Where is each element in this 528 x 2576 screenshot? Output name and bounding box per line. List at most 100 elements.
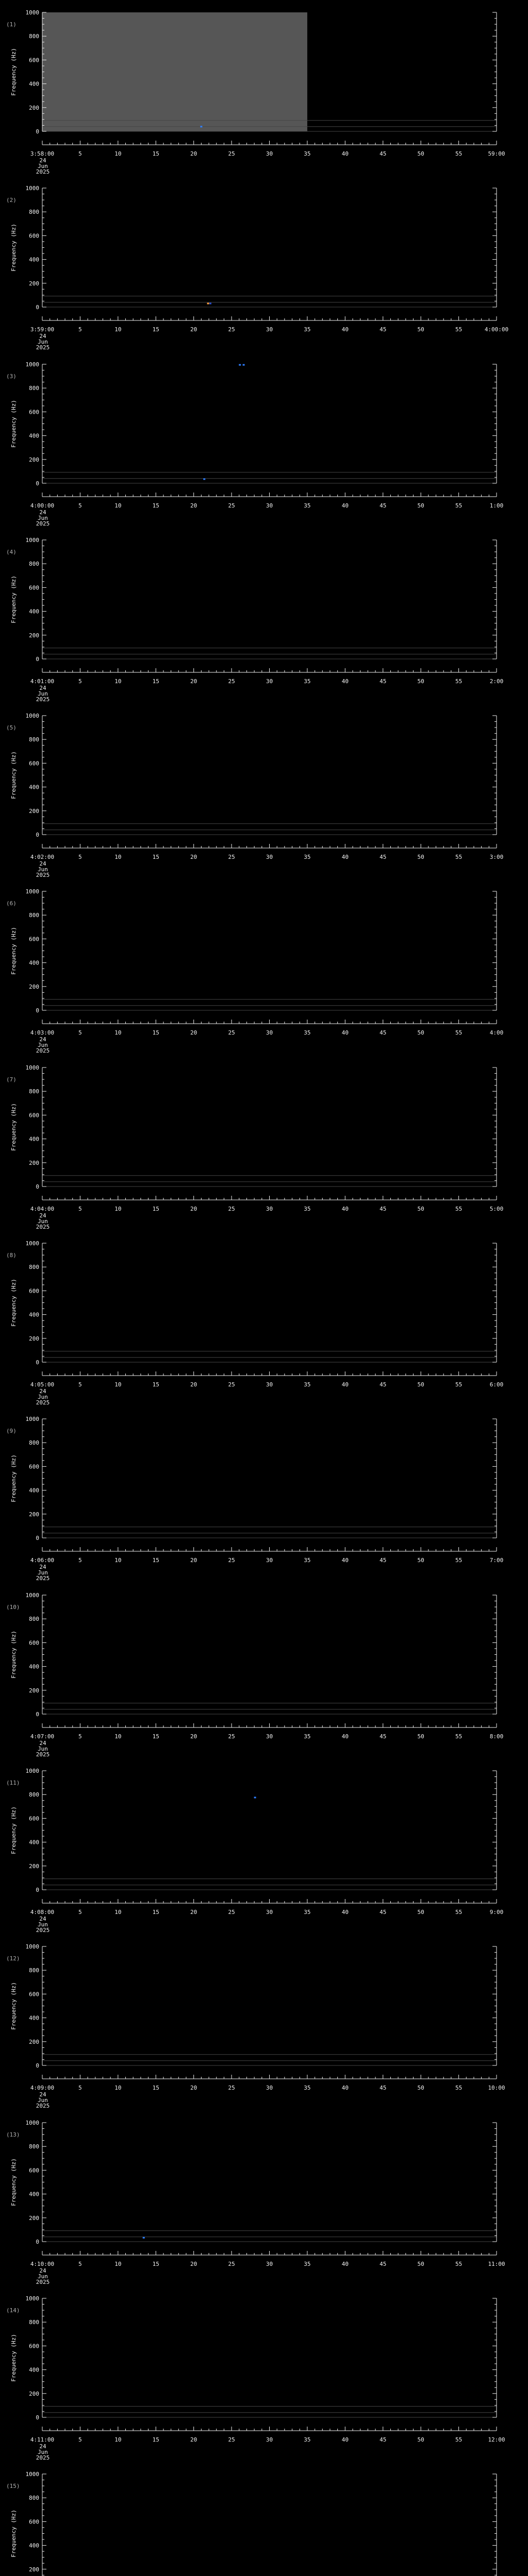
y-tick-label: 800: [29, 1264, 39, 1270]
y-tick-label: 800: [29, 385, 39, 392]
frequency-axis-title: Frequency (Hz): [10, 1103, 17, 1151]
spectrogram-panel-13: 0 200 400 600 800 1000 Frequency (Hz) (13) 5 10 15…: [6, 2120, 505, 2285]
date-line: 2025: [36, 696, 50, 703]
detection-dot: [254, 1797, 256, 1799]
x-tick-label: 40: [342, 1557, 349, 1564]
x-tick-label: 55: [455, 678, 462, 685]
panel-index-label: (14): [6, 2307, 20, 2314]
y-tick-label: 200: [29, 280, 39, 287]
date-line: 24: [39, 333, 46, 340]
x-tick-label: 35: [304, 1381, 310, 1388]
spectrogram-panel-9: 0 200 400 600 800 1000 Frequency (Hz) (9) 5 10 15 2…: [6, 1416, 503, 1582]
x-tick-label: 55: [455, 1909, 462, 1916]
start-time-label: 4:07:00: [30, 1733, 54, 1740]
y-tick-label: 800: [29, 736, 39, 743]
y-tick-label: 600: [29, 2518, 39, 2525]
x-tick-label: 30: [266, 854, 273, 860]
end-time-label: 6:00: [490, 1381, 504, 1388]
start-time-label: 4:00:00: [30, 502, 54, 509]
panel-index-label: (6): [6, 900, 16, 907]
frequency-axis-title: Frequency (Hz): [10, 2158, 17, 2206]
x-tick-label: 25: [228, 2436, 235, 2443]
date-line: 24: [39, 2267, 46, 2274]
date-line: Jun: [38, 866, 48, 873]
frequency-axis-title: Frequency (Hz): [10, 575, 17, 623]
y-tick-label: 1000: [26, 2295, 40, 2302]
x-tick-label: 30: [266, 150, 273, 157]
frequency-axis-title: Frequency (Hz): [10, 48, 17, 96]
x-tick-label: 25: [228, 150, 235, 157]
start-time-label: 4:06:00: [30, 1557, 54, 1564]
x-tick-label: 20: [190, 1206, 197, 1212]
date-line: Jun: [38, 690, 48, 697]
y-tick-label: 200: [29, 2039, 39, 2045]
x-tick-label: 50: [418, 2436, 424, 2443]
date-line: Jun: [38, 163, 48, 170]
date-line: 24: [39, 157, 46, 164]
y-tick-label: 600: [29, 1639, 39, 1646]
y-tick-label: 1000: [26, 9, 40, 16]
x-tick-label: 40: [342, 1733, 349, 1740]
date-line: 2025: [36, 1047, 50, 1054]
date-line: 24: [39, 1036, 46, 1043]
date-line: 2025: [36, 2103, 50, 2109]
date-line: Jun: [38, 2273, 48, 2280]
y-tick-label: 400: [29, 1664, 39, 1670]
detection-dot: [209, 302, 211, 304]
y-tick-label: 600: [29, 1112, 39, 1118]
date-line: 2025: [36, 1224, 50, 1230]
x-tick-label: 5: [78, 1733, 82, 1740]
y-tick-label: 400: [29, 1487, 39, 1494]
panel-index-label: (1): [6, 21, 16, 28]
date-line: 2025: [36, 2454, 50, 2461]
x-tick-label: 20: [190, 1557, 197, 1564]
y-tick-label: 1000: [26, 185, 40, 192]
y-tick-label: 600: [29, 232, 39, 239]
start-time-label: 4:11:00: [30, 2436, 54, 2443]
x-tick-label: 15: [153, 1206, 159, 1212]
x-tick-label: 5: [78, 1206, 82, 1212]
end-time-label: 2:00: [490, 678, 504, 685]
date-line: 2025: [36, 1927, 50, 1934]
y-tick-label: 200: [29, 1687, 39, 1694]
x-tick-label: 55: [455, 150, 462, 157]
start-time-label: 4:01:00: [30, 678, 54, 685]
x-tick-label: 40: [342, 2261, 349, 2267]
y-tick-label: 200: [29, 2215, 39, 2222]
x-tick-label: 15: [153, 1029, 159, 1036]
y-tick-label: 600: [29, 1991, 39, 1997]
y-tick-label: 400: [29, 1839, 39, 1846]
y-tick-label: 400: [29, 608, 39, 615]
y-tick-label: 200: [29, 808, 39, 815]
x-tick-label: 10: [114, 2261, 121, 2267]
date-line: Jun: [38, 515, 48, 521]
x-tick-label: 20: [190, 2436, 197, 2443]
y-tick-label: 0: [36, 2239, 39, 2245]
y-tick-label: 600: [29, 409, 39, 415]
detection-dot: [203, 478, 206, 480]
y-tick-label: 200: [29, 1511, 39, 1518]
y-tick-label: 0: [36, 1007, 39, 1014]
x-tick-label: 35: [304, 1557, 310, 1564]
x-tick-label: 20: [190, 502, 197, 509]
x-tick-label: 10: [114, 326, 121, 333]
x-tick-label: 5: [78, 854, 82, 860]
panel-index-label: (15): [6, 2483, 20, 2489]
x-tick-label: 50: [418, 1029, 424, 1036]
detection-dot: [142, 2236, 145, 2239]
x-tick-label: 30: [266, 1909, 273, 1916]
date-line: 24: [39, 1212, 46, 1219]
x-tick-label: 50: [418, 502, 424, 509]
x-tick-label: 5: [78, 1381, 82, 1388]
x-tick-label: 35: [304, 1029, 310, 1036]
x-tick-label: 15: [153, 1557, 159, 1564]
x-tick-label: 45: [380, 502, 386, 509]
x-tick-label: 40: [342, 502, 349, 509]
panel-index-label: (12): [6, 1955, 20, 1962]
date-line: 2025: [36, 1575, 50, 1582]
x-tick-label: 10: [114, 854, 121, 860]
x-tick-label: 50: [418, 854, 424, 860]
x-tick-label: 5: [78, 2084, 82, 2091]
x-tick-label: 40: [342, 1381, 349, 1388]
end-time-label: 1:00: [490, 502, 504, 509]
